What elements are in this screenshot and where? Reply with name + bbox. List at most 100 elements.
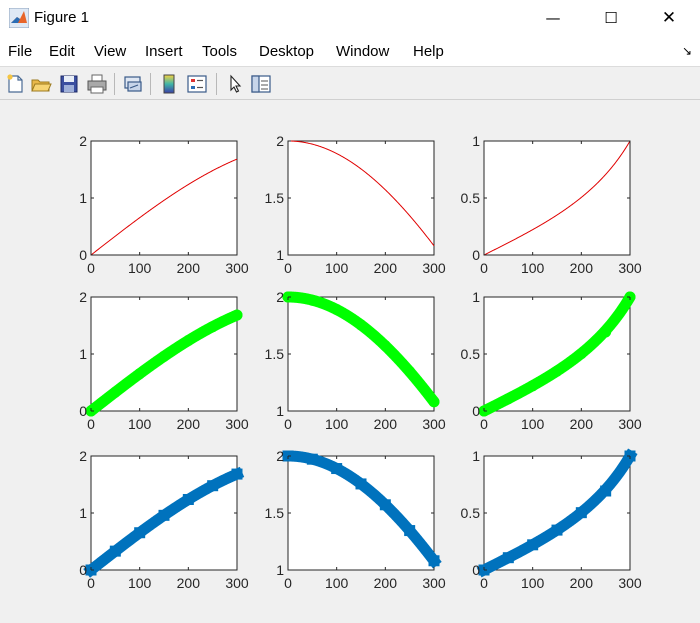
data-line xyxy=(483,140,631,256)
menu-view[interactable]: View xyxy=(94,43,127,60)
minimize-button[interactable]: — xyxy=(545,9,561,27)
x-tick-label: 200 xyxy=(374,260,398,276)
x-tick-label: 300 xyxy=(225,260,249,276)
save-icon[interactable] xyxy=(58,73,80,95)
x-tick-label: 200 xyxy=(374,575,398,591)
x-tick-label: 0 xyxy=(87,260,95,276)
x-tick-label: 100 xyxy=(521,260,545,276)
y-tick-label: 1 xyxy=(79,190,87,206)
property-inspector-icon[interactable] xyxy=(250,73,272,95)
y-tick-label: 1.5 xyxy=(265,346,285,362)
y-tick-label: 2 xyxy=(79,133,87,149)
x-tick-label: 300 xyxy=(618,416,642,432)
x-tick-label: 0 xyxy=(87,575,95,591)
x-tick-label: 100 xyxy=(128,575,152,591)
y-tick-label: 2 xyxy=(276,133,284,149)
toolbar-separator xyxy=(216,73,217,95)
x-tick-label: 300 xyxy=(618,260,642,276)
y-tick-label: 0.5 xyxy=(461,346,481,362)
data-point xyxy=(527,539,539,551)
axes-box xyxy=(483,140,631,256)
insert-colorbar-icon[interactable] xyxy=(158,73,180,95)
data-point xyxy=(502,393,514,405)
maximize-button[interactable]: ☐ xyxy=(604,9,618,27)
x-tick-label: 0 xyxy=(284,260,292,276)
print-icon[interactable] xyxy=(86,73,108,95)
x-tick-label: 100 xyxy=(325,416,349,432)
axes-box xyxy=(287,296,435,412)
y-tick-label: 2 xyxy=(276,289,284,305)
x-tick-label: 200 xyxy=(177,416,201,432)
data-line xyxy=(288,140,435,247)
menu-window[interactable]: Window xyxy=(336,43,390,60)
x-tick-label: 300 xyxy=(618,575,642,591)
data-point xyxy=(355,319,367,331)
y-tick-label: 0 xyxy=(79,247,87,263)
data-point xyxy=(527,380,539,392)
menu-tools[interactable]: Tools xyxy=(202,43,238,60)
y-tick-label: 0 xyxy=(472,562,480,578)
figure-canvas[interactable]: 0 100 200 300 0 1 2 0 100 200 300 1 1.5 2 0 100 200 300 0 0… xyxy=(0,100,700,623)
new-figure-icon[interactable] xyxy=(4,73,26,95)
data-point xyxy=(182,334,194,346)
data-point xyxy=(379,499,391,511)
subplot-2-1: 0 100 200 300 0 1 2 xyxy=(79,289,249,432)
close-button[interactable]: ✕ xyxy=(661,8,677,28)
x-tick-label: 300 xyxy=(225,575,249,591)
data-point xyxy=(306,453,318,465)
y-tick-label: 2 xyxy=(79,448,87,464)
data-point xyxy=(331,463,343,475)
subplot-1-2: 0 100 200 300 1 1.5 2 xyxy=(265,133,446,276)
menu-desktop[interactable]: Desktop xyxy=(259,43,315,60)
x-tick-label: 100 xyxy=(128,416,152,432)
y-tick-label: 1 xyxy=(79,346,87,362)
y-tick-label: 1 xyxy=(276,562,284,578)
data-point xyxy=(134,368,146,380)
axes-box xyxy=(287,140,435,256)
x-tick-label: 0 xyxy=(480,416,488,432)
data-point xyxy=(428,555,440,567)
menu-edit[interactable]: Edit xyxy=(49,43,75,60)
x-tick-label: 200 xyxy=(570,416,594,432)
x-tick-label: 100 xyxy=(521,575,545,591)
data-point xyxy=(502,552,514,564)
x-tick-label: 0 xyxy=(284,575,292,591)
data-point xyxy=(158,350,170,362)
data-point xyxy=(207,480,219,492)
data-point xyxy=(134,527,146,539)
axes-box xyxy=(287,455,435,571)
data-point xyxy=(231,468,243,480)
insert-legend-icon[interactable] xyxy=(186,73,208,95)
y-tick-label: 0.5 xyxy=(461,190,481,206)
y-tick-label: 1 xyxy=(472,448,480,464)
x-tick-label: 0 xyxy=(87,416,95,432)
menu-insert[interactable]: Insert xyxy=(145,43,183,60)
link-plot-icon[interactable] xyxy=(122,73,144,95)
matlab-logo-icon xyxy=(9,8,29,28)
edit-plot-arrow-icon[interactable] xyxy=(224,73,246,95)
toolbar-separator xyxy=(150,73,151,95)
x-tick-label: 200 xyxy=(570,260,594,276)
data-point xyxy=(109,545,121,557)
data-point xyxy=(404,366,416,378)
dock-figure-icon[interactable]: ↘ xyxy=(682,44,693,58)
x-tick-label: 300 xyxy=(225,416,249,432)
x-tick-label: 300 xyxy=(422,575,446,591)
data-point xyxy=(551,524,563,536)
title-bar[interactable]: Figure 1 — ☐ ✕ xyxy=(0,0,700,36)
data-point xyxy=(207,321,219,333)
subplot-3-2: 0 100 200 300 1 1.5 2 xyxy=(265,448,446,591)
y-tick-label: 2 xyxy=(79,289,87,305)
open-file-icon[interactable] xyxy=(30,73,52,95)
data-point xyxy=(231,309,243,321)
y-tick-label: 0 xyxy=(79,562,87,578)
y-tick-label: 1.5 xyxy=(265,190,285,206)
data-point xyxy=(109,386,121,398)
menu-help[interactable]: Help xyxy=(413,43,444,60)
axes-box xyxy=(483,455,631,571)
menu-file[interactable]: File xyxy=(8,43,33,60)
data-point xyxy=(551,365,563,377)
data-point xyxy=(182,493,194,505)
data-point xyxy=(428,396,440,408)
